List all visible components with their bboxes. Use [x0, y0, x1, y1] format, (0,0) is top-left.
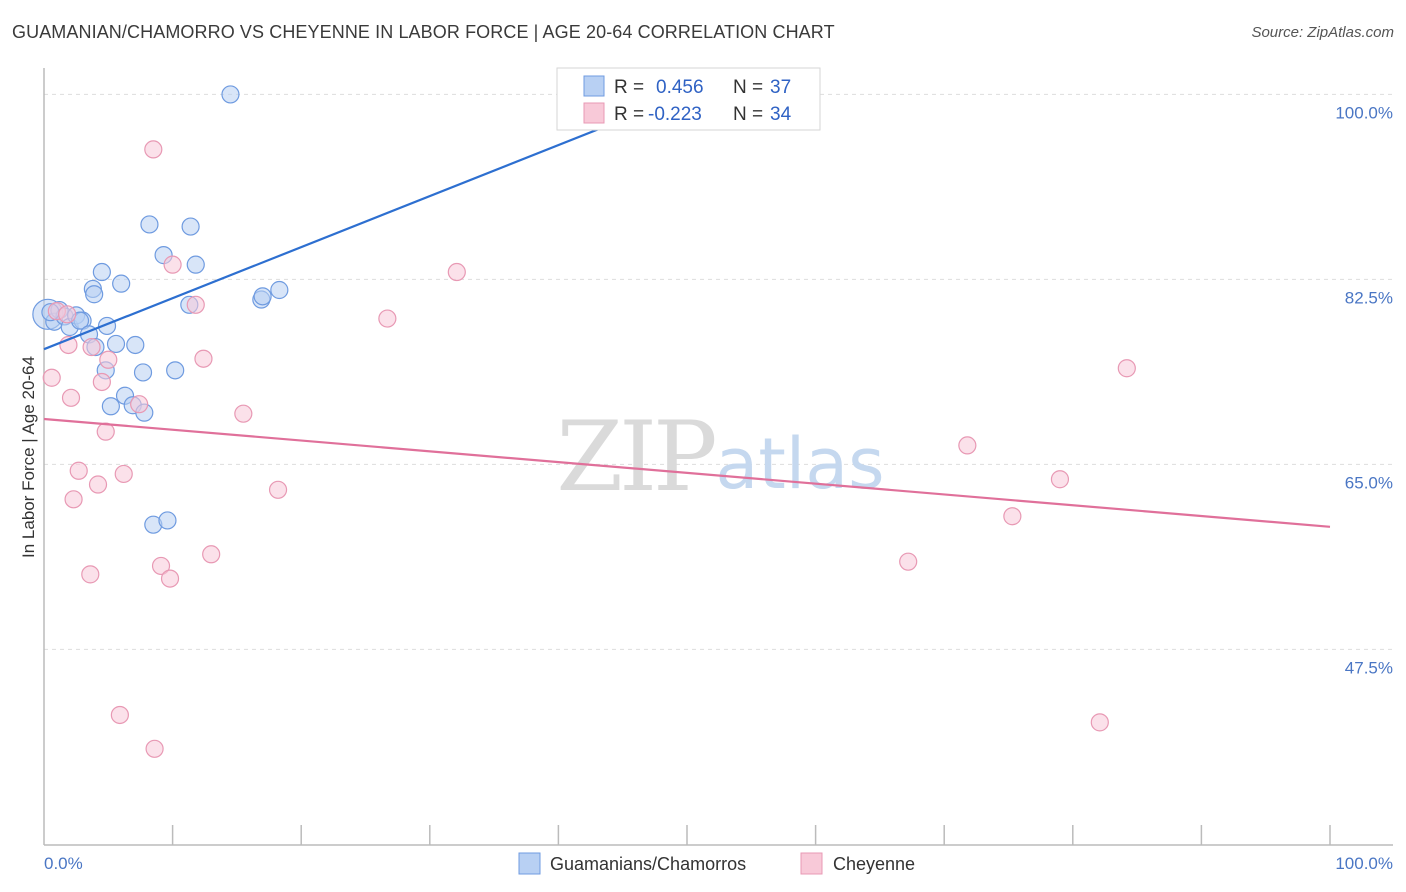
stats-n-value-pink: 34	[770, 104, 792, 125]
cheyenne-point	[234, 404, 253, 423]
stats-r-value-blue: 0.456	[656, 77, 704, 98]
axes	[43, 68, 1393, 846]
guamanians-point	[92, 262, 111, 282]
x-tick-label-max: 100.0%	[1335, 854, 1393, 873]
guamanians-point	[140, 215, 159, 234]
cheyenne-point	[899, 552, 918, 571]
guamanians-point	[253, 287, 272, 306]
cheyenne-point	[144, 140, 163, 159]
cheyenne-point	[92, 372, 111, 392]
cheyenne-point	[82, 337, 101, 357]
legend-swatch-cheyenne	[800, 852, 823, 875]
cheyenne-trend-line	[43, 417, 1331, 528]
stats-r-label-blue: R =	[614, 77, 644, 98]
cheyenne-point	[61, 388, 81, 407]
cheyenne-point	[163, 255, 182, 274]
watermark-atlas: atlas	[715, 423, 884, 505]
cheyenne-point	[1003, 507, 1022, 526]
legend-swatch-guamanians	[518, 852, 541, 875]
cheyenne-point	[88, 475, 108, 494]
cheyenne-point	[99, 350, 118, 369]
guamanians-point	[270, 280, 289, 300]
guamanians-point	[101, 397, 120, 416]
cheyenne-point	[378, 309, 397, 328]
guamanians-point	[158, 511, 177, 530]
guamanians-point	[106, 334, 126, 354]
guamanians-point	[186, 255, 205, 274]
stats-n-value-blue: 37	[770, 77, 791, 98]
cheyenne-point	[202, 545, 221, 564]
watermark-zip: ZIP	[556, 401, 715, 513]
cheyenne-point	[186, 295, 205, 314]
cheyenne-point	[110, 705, 129, 725]
legend-label-cheyenne: Cheyenne	[833, 854, 915, 874]
y-tick-label: 82.5%	[1345, 288, 1393, 307]
cheyenne-point	[1117, 359, 1136, 378]
cheyenne-point	[42, 368, 61, 387]
cheyenne-point	[1050, 470, 1070, 489]
zipatlas-watermark: ZIP atlas	[556, 401, 884, 513]
bottom-legend: Guamanians/Chamorros Cheyenne	[518, 852, 915, 875]
guamanians-point	[166, 361, 185, 380]
cheyenne-point	[81, 565, 100, 584]
stats-legend-swatch-pink	[583, 102, 605, 124]
stats-r-value-pink: -0.223	[648, 104, 702, 125]
guamanians-point	[126, 335, 145, 355]
guamanians-point	[85, 285, 104, 304]
cheyenne-point	[69, 461, 88, 480]
y-axis-label: In Labor Force | Age 20-64	[19, 356, 38, 558]
grid-lines	[44, 93, 1393, 650]
guamanians-point	[133, 363, 153, 382]
stats-n-label-blue: N =	[733, 77, 763, 98]
y-tick-label: 65.0%	[1345, 473, 1393, 492]
y-tick-label: 47.5%	[1345, 658, 1393, 677]
guamanians-point	[181, 217, 200, 236]
cheyenne-point	[160, 569, 180, 588]
stats-r-label-pink: R =	[614, 104, 644, 125]
cheyenne-point	[268, 480, 288, 499]
legend-label-guamanians: Guamanians/Chamorros	[550, 854, 746, 874]
x-tick-label-min: 0.0%	[44, 854, 83, 873]
cheyenne-point	[64, 490, 83, 509]
cheyenne-point	[151, 556, 171, 576]
y-tick-label: 100.0%	[1335, 103, 1393, 122]
x-ticks	[171, 825, 1331, 845]
stats-legend-swatch-blue	[583, 75, 605, 97]
chart-title: GUAMANIAN/CHAMORRO VS CHEYENNE IN LABOR …	[12, 22, 835, 42]
guamanians-point	[112, 274, 131, 293]
guamanians-point	[221, 85, 240, 104]
cheyenne-point	[145, 739, 164, 758]
cheyenne-point	[1090, 713, 1109, 732]
stats-legend: R = 0.456 N = 37 R = -0.223 N = 34	[556, 67, 821, 131]
cheyenne-point	[58, 305, 77, 324]
cheyenne-point	[130, 395, 149, 414]
cheyenne-point	[114, 464, 133, 484]
cheyenne-point	[447, 262, 466, 282]
cheyenne-point	[194, 349, 213, 368]
source-label: Source: ZipAtlas.com	[1251, 24, 1394, 41]
cheyenne-point	[958, 436, 977, 455]
stats-n-label-pink: N =	[733, 104, 763, 125]
y-tick-labels: 47.5% 65.0% 82.5% 100.0%	[1335, 103, 1393, 677]
